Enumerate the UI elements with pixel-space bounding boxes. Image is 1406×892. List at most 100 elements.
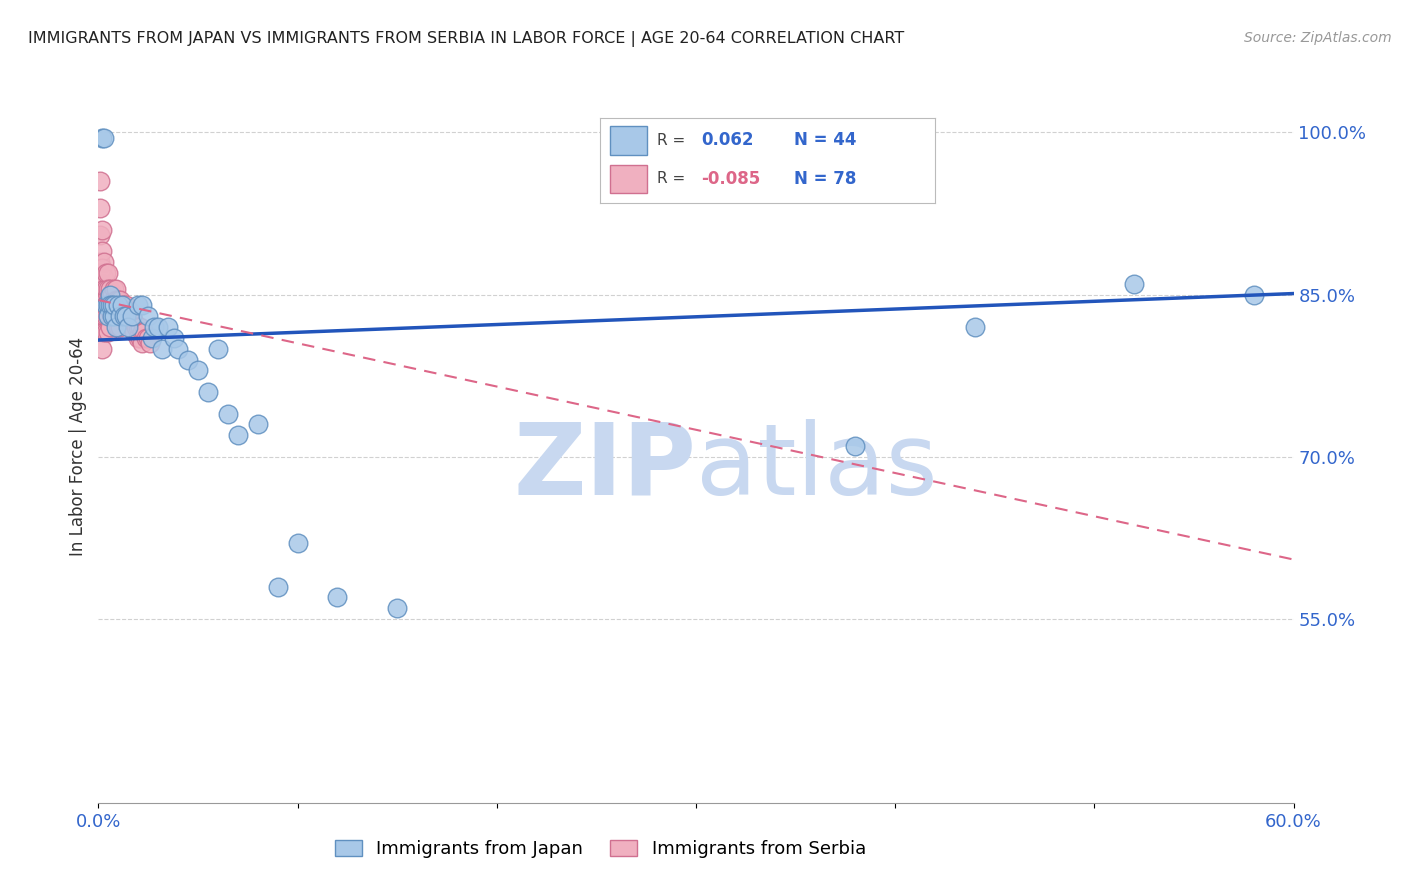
Point: [207, 342, 229, 356]
Point: [120, 303, 142, 318]
Point: [93, 131, 115, 145]
Point: [385, 601, 409, 615]
Point: [91, 293, 114, 307]
Text: IMMIGRANTS FROM JAPAN VS IMMIGRANTS FROM SERBIA IN LABOR FORCE | AGE 20-64 CORRE: IMMIGRANTS FROM JAPAN VS IMMIGRANTS FROM…: [28, 31, 904, 47]
Point: [136, 331, 159, 345]
Point: [97, 266, 120, 280]
Point: [89, 174, 111, 188]
Point: [117, 303, 139, 318]
Point: [96, 298, 118, 312]
Point: [127, 331, 149, 345]
Point: [89, 255, 111, 269]
Point: [124, 326, 146, 340]
Point: [112, 310, 135, 324]
Point: [129, 331, 152, 345]
Point: [127, 320, 149, 334]
Text: R =: R =: [657, 133, 686, 147]
Point: [115, 310, 138, 324]
Point: [100, 320, 122, 334]
Point: [105, 293, 128, 307]
Point: [246, 417, 269, 432]
Point: [131, 298, 153, 312]
Point: [963, 320, 986, 334]
Point: [101, 298, 124, 312]
Point: [148, 320, 170, 334]
Point: [117, 320, 139, 334]
Point: [100, 298, 122, 312]
Point: [91, 342, 114, 356]
Point: [120, 315, 142, 329]
Point: [91, 277, 114, 291]
Point: [105, 282, 128, 296]
Point: [217, 407, 239, 421]
Point: [135, 331, 157, 345]
Point: [103, 282, 125, 296]
Point: [89, 201, 111, 215]
Y-axis label: In Labor Force | Age 20-64: In Labor Force | Age 20-64: [69, 336, 87, 556]
Point: [100, 282, 122, 296]
Text: atlas: atlas: [696, 419, 938, 516]
Point: [107, 298, 129, 312]
Legend: Immigrants from Japan, Immigrants from Serbia: Immigrants from Japan, Immigrants from S…: [328, 832, 873, 865]
Bar: [610, 165, 647, 193]
Point: [121, 320, 143, 334]
Point: [115, 310, 138, 324]
Point: [96, 293, 118, 307]
Point: [121, 310, 143, 324]
Point: [110, 320, 132, 334]
Point: [110, 303, 132, 318]
Point: [131, 336, 153, 351]
Point: [226, 428, 249, 442]
Point: [97, 310, 120, 324]
Point: [110, 293, 132, 307]
Point: [91, 244, 114, 259]
Point: [107, 303, 129, 318]
Point: [96, 266, 118, 280]
Point: [89, 320, 111, 334]
Point: [93, 282, 115, 296]
Point: [101, 310, 124, 324]
Point: [136, 310, 159, 324]
Point: [125, 320, 148, 334]
Point: [93, 271, 115, 285]
Point: [105, 320, 128, 334]
Point: [177, 352, 200, 367]
Point: [131, 326, 153, 340]
Point: [93, 310, 115, 324]
Text: R =: R =: [657, 171, 686, 186]
Point: [89, 228, 111, 243]
Point: [89, 310, 111, 324]
Point: [121, 310, 143, 324]
Point: [187, 363, 209, 377]
Point: [96, 326, 118, 340]
Point: [112, 298, 135, 312]
Point: [107, 320, 129, 334]
Point: [96, 310, 118, 324]
Point: [91, 223, 114, 237]
Point: [101, 310, 124, 324]
Point: [111, 310, 134, 324]
Point: [267, 580, 290, 594]
Point: [91, 310, 114, 324]
Point: [97, 293, 120, 307]
Point: [844, 439, 866, 453]
Point: [96, 282, 118, 296]
Point: [111, 298, 134, 312]
Point: [89, 282, 111, 296]
Point: [197, 384, 219, 399]
Point: [91, 326, 114, 340]
Text: N = 44: N = 44: [794, 131, 856, 149]
Point: [110, 310, 132, 324]
Point: [107, 293, 129, 307]
Point: [103, 298, 125, 312]
Point: [91, 131, 114, 145]
Point: [129, 320, 152, 334]
Point: [134, 326, 156, 340]
Point: [1243, 287, 1265, 301]
Point: [139, 336, 162, 351]
Point: [89, 277, 111, 291]
Point: [93, 326, 115, 340]
Point: [89, 293, 111, 307]
Text: -0.085: -0.085: [700, 169, 761, 187]
Point: [93, 255, 115, 269]
